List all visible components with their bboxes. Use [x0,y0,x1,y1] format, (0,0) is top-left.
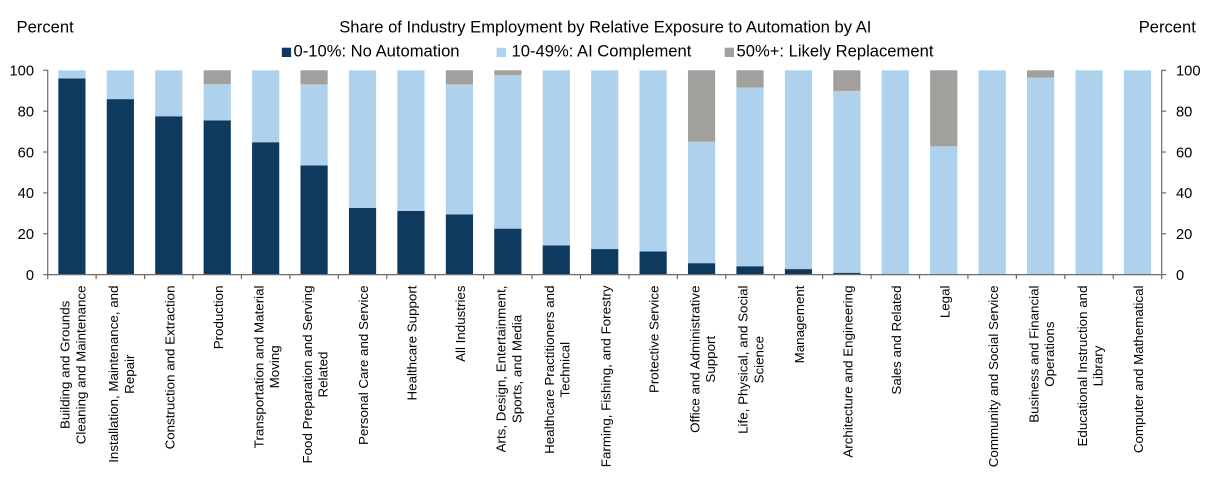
svg-text:Sales and Related: Sales and Related [889,286,904,395]
svg-text:Business and FinancialOperatio: Business and FinancialOperations [1026,285,1057,422]
svg-text:Construction and Extraction: Construction and Extraction [162,286,177,450]
svg-text:Transportation and MaterialMov: Transportation and MaterialMoving [251,285,282,448]
svg-text:Management: Management [792,285,807,363]
svg-text:Community and Social Service: Community and Social Service [986,286,1001,468]
svg-text:80: 80 [1176,104,1192,120]
svg-text:100: 100 [9,64,34,80]
svg-text:Office and AdministrativeSuppo: Office and AdministrativeSupport [687,286,718,433]
svg-text:Percent: Percent [17,17,75,36]
svg-text:80: 80 [18,104,34,120]
svg-text:Protective Service: Protective Service [647,286,662,394]
svg-text:Farming, Fishing, and Forestry: Farming, Fishing, and Forestry [598,285,613,467]
svg-text:Installation, Maintenance, and: Installation, Maintenance, andRepair [106,286,137,463]
svg-text:60: 60 [18,145,34,161]
svg-text:10-49%: AI Complement: 10-49%: AI Complement [512,42,692,61]
svg-text:Arts, Design, Entertainment,Sp: Arts, Design, Entertainment,Sports, and … [494,286,525,453]
svg-text:Share of Industry Employment b: Share of Industry Employment by Relative… [339,17,871,36]
svg-text:0: 0 [1176,268,1184,284]
svg-text:20: 20 [1176,227,1192,243]
svg-text:All Industries: All Industries [453,285,468,362]
svg-text:Food Preparation and ServingRe: Food Preparation and ServingRelated [300,286,331,464]
svg-text:40: 40 [18,186,34,202]
svg-text:60: 60 [1176,145,1192,161]
svg-text:Production: Production [211,286,226,350]
svg-text:50%+: Likely Replacement: 50%+: Likely Replacement [737,42,934,61]
svg-text:0: 0 [26,268,34,284]
svg-text:40: 40 [1176,186,1192,202]
svg-text:Architecture and Engineering: Architecture and Engineering [840,286,855,458]
svg-text:Life, Physical, and SocialScie: Life, Physical, and SocialScience [736,285,767,433]
svg-text:Legal: Legal [937,285,952,318]
svg-text:Computer and Mathematical: Computer and Mathematical [1131,285,1146,453]
svg-text:Building and GroundsCleaning a: Building and GroundsCleaning and Mainten… [58,286,89,445]
svg-text:Healthcare Practitioners andTe: Healthcare Practitioners andTechnical [542,286,573,454]
svg-text:Percent: Percent [1139,17,1197,36]
svg-text:20: 20 [18,227,34,243]
svg-text:Healthcare Support: Healthcare Support [405,285,420,400]
svg-text:Personal Care and Service: Personal Care and Service [356,286,371,445]
svg-text:Educational Instruction andLib: Educational Instruction andLibrary [1075,286,1106,447]
svg-text:100: 100 [1176,64,1201,80]
svg-text:0-10%: No Automation: 0-10%: No Automation [294,42,460,61]
